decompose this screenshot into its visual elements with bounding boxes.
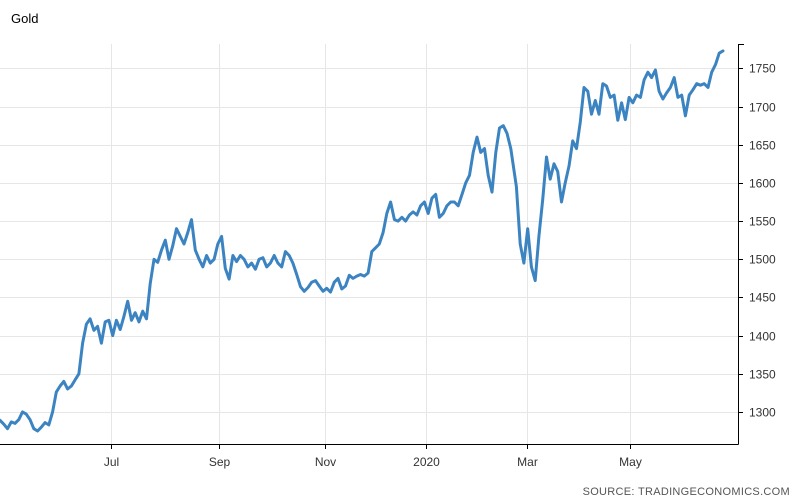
y-axis-tick-labels: 1300 1350 1400 1450 1500 1550 1600 1650 1700 1750 bbox=[749, 62, 776, 420]
y-tick-label-1600: 1600 bbox=[749, 177, 776, 191]
axes bbox=[0, 44, 744, 449]
x-tick-label-2020: 2020 bbox=[413, 455, 440, 469]
series-line-0 bbox=[0, 49, 725, 433]
x-tick-label-sep: Sep bbox=[209, 455, 231, 469]
y-tick-label-1500: 1500 bbox=[749, 253, 776, 267]
grid-lines bbox=[0, 44, 738, 444]
y-tick-label-1300: 1300 bbox=[749, 406, 776, 420]
x-tick-label-nov: Nov bbox=[315, 455, 336, 469]
y-tick-label-1650: 1650 bbox=[749, 139, 776, 153]
y-tick-label-1350: 1350 bbox=[749, 368, 776, 382]
x-axis-tick-labels: Jul Sep Nov 2020 Mar May bbox=[104, 455, 642, 469]
x-tick-label-mar: Mar bbox=[517, 455, 538, 469]
y-tick-label-1450: 1450 bbox=[749, 291, 776, 305]
y-tick-label-1550: 1550 bbox=[749, 215, 776, 229]
x-tick-label-jul: Jul bbox=[104, 455, 119, 469]
y-tick-label-1750: 1750 bbox=[749, 62, 776, 76]
series-group bbox=[0, 49, 725, 433]
y-tick-label-1400: 1400 bbox=[749, 330, 776, 344]
x-tick-label-may: May bbox=[619, 455, 642, 469]
source-label: SOURCE: TRADINGECONOMICS.COM bbox=[582, 486, 790, 498]
chart-title: Gold bbox=[11, 11, 39, 26]
y-tick-label-1700: 1700 bbox=[749, 101, 776, 115]
